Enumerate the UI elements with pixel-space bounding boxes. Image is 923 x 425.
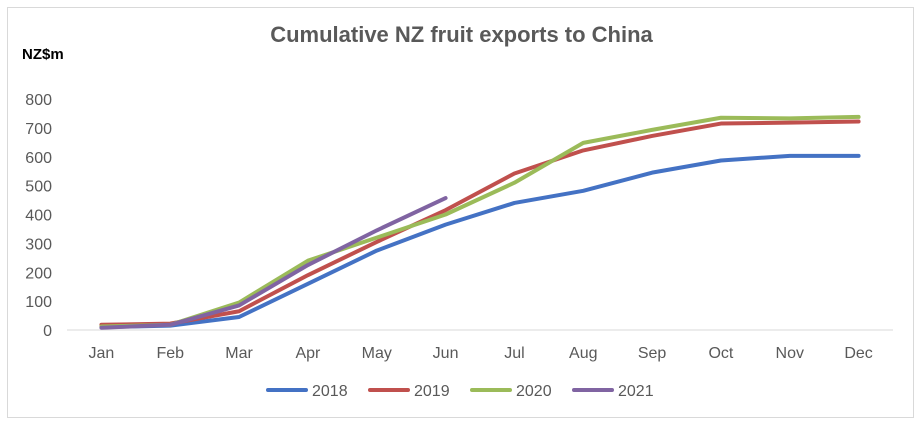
x-tick-label: Dec bbox=[844, 345, 872, 362]
x-tick-label: Jun bbox=[433, 345, 459, 362]
x-tick-label: May bbox=[362, 345, 392, 362]
series-line-2020 bbox=[99, 114, 861, 329]
y-tick-label: 800 bbox=[25, 92, 52, 109]
y-tick-label: 0 bbox=[43, 323, 52, 340]
chart-frame bbox=[7, 7, 914, 418]
x-tick-label: Jan bbox=[89, 345, 115, 362]
y-tick-label: 500 bbox=[25, 179, 52, 196]
x-tick-label: Feb bbox=[156, 345, 184, 362]
x-tick-label: Sep bbox=[638, 345, 667, 362]
y-tick-label: 300 bbox=[25, 236, 52, 253]
x-tick-label: Aug bbox=[569, 345, 597, 362]
x-tick-label: Nov bbox=[776, 345, 804, 362]
y-tick-label: 400 bbox=[25, 208, 52, 225]
y-tick-label: 200 bbox=[25, 265, 52, 282]
legend-label-2021: 2021 bbox=[618, 383, 654, 400]
y-tick-label: 700 bbox=[25, 121, 52, 138]
legend-label-2019: 2019 bbox=[414, 383, 450, 400]
legend-label-2018: 2018 bbox=[312, 383, 348, 400]
series-line-2019 bbox=[99, 119, 861, 327]
x-tick-label: Apr bbox=[295, 345, 321, 362]
y-tick-label: 100 bbox=[25, 294, 52, 311]
series-line-2018 bbox=[99, 153, 861, 330]
legend-label-2020: 2020 bbox=[516, 383, 552, 400]
x-tick-label: Oct bbox=[708, 345, 733, 362]
x-tick-label: Mar bbox=[225, 345, 253, 362]
chart-title: Cumulative NZ fruit exports to China bbox=[270, 22, 653, 47]
y-axis-unit-label: NZ$m bbox=[22, 46, 64, 63]
series-line-2021 bbox=[99, 196, 448, 330]
x-tick-label: Jul bbox=[504, 345, 524, 362]
y-tick-label: 600 bbox=[25, 150, 52, 167]
